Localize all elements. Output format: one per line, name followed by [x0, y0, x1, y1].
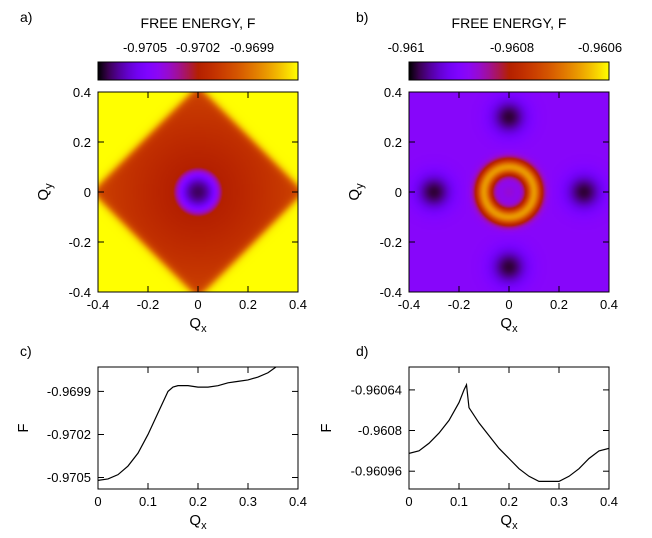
- y-tick-d-1: -0.9608: [358, 423, 402, 438]
- heatmap-image-b: [409, 92, 609, 292]
- heatmap-image-a: [98, 92, 298, 292]
- panel-label-c: c): [20, 343, 32, 359]
- panel-c: c) 0 0.1 0.2 0.3 0.4 -0.9699 -0.9702 -0.…: [15, 343, 307, 532]
- panel-b: b) FREE ENERGY, F -0.961 -0.9608 -0.9606…: [346, 9, 622, 335]
- y-axis-label-b: Qy: [346, 183, 366, 201]
- panel-label-b: b): [356, 9, 368, 25]
- tick-marks-d: [408, 367, 610, 489]
- y-tick-c-1: -0.9702: [47, 427, 91, 442]
- x-tick-c-2: 0.2: [189, 494, 207, 509]
- colorbar-tick-a-2: -0.9699: [230, 40, 274, 55]
- y-tick-d-2: -0.96096: [351, 464, 402, 479]
- colorbar-tick-b-0: -0.961: [388, 40, 425, 55]
- x-tick-c-0: 0: [94, 494, 101, 509]
- colorbar-tick-b-1: -0.9608: [490, 40, 534, 55]
- x-tick-d-2: 0.2: [500, 494, 518, 509]
- x-tick-d-1: 0.1: [450, 494, 468, 509]
- x-tick-d-4: 0.4: [600, 494, 618, 509]
- y-tick-c-0: -0.9699: [47, 384, 91, 399]
- x-tick-b-3: 0.2: [550, 297, 568, 312]
- colorbar-title-b: FREE ENERGY, F: [452, 15, 567, 31]
- colorbar-tick-a-1: -0.9702: [176, 40, 220, 55]
- x-tick-a-0: -0.4: [87, 297, 109, 312]
- x-axis-label-b: Qx: [500, 315, 518, 335]
- colorbar-tick-b-2: -0.9606: [578, 40, 622, 55]
- plot-frame-c: [97, 366, 299, 490]
- x-tick-a-4: 0.4: [289, 297, 307, 312]
- y-tick-b-0: -0.4: [380, 285, 402, 300]
- y-tick-a-2: 0: [84, 185, 91, 200]
- panel-label-a: a): [20, 9, 32, 25]
- series-line-d: [409, 382, 609, 482]
- x-tick-b-1: -0.2: [448, 297, 470, 312]
- series-line-c: [98, 367, 278, 481]
- x-tick-c-3: 0.3: [239, 494, 257, 509]
- colorbar-a: [97, 61, 299, 81]
- panel-d: d) 0 0.1 0.2 0.3 0.4 -0.96064 -0.9608 -0…: [318, 343, 618, 532]
- y-tick-a-1: -0.2: [69, 235, 91, 250]
- x-axis-label-c: Qx: [189, 512, 207, 532]
- y-tick-b-3: 0.2: [384, 135, 402, 150]
- y-tick-b-1: -0.2: [380, 235, 402, 250]
- panel-a: a) FREE ENERGY, F -0.9705 -0.9702 -0.969…: [20, 9, 307, 335]
- x-tick-b-0: -0.4: [398, 297, 420, 312]
- y-tick-a-3: 0.2: [73, 135, 91, 150]
- tick-marks-c: [97, 367, 299, 489]
- x-tick-d-0: 0: [405, 494, 412, 509]
- y-tick-b-2: 0: [395, 185, 402, 200]
- y-tick-a-0: -0.4: [69, 285, 91, 300]
- x-tick-d-3: 0.3: [550, 494, 568, 509]
- x-axis-label-d: Qx: [500, 512, 518, 532]
- y-tick-d-0: -0.96064: [351, 382, 402, 397]
- colorbar-b: [408, 61, 610, 81]
- x-axis-label-a: Qx: [189, 315, 207, 335]
- x-tick-a-3: 0.2: [239, 297, 257, 312]
- x-tick-c-1: 0.1: [139, 494, 157, 509]
- x-tick-c-4: 0.4: [289, 494, 307, 509]
- x-tick-a-2: 0: [194, 297, 201, 312]
- y-axis-label-c: F: [15, 423, 32, 432]
- x-tick-b-4: 0.4: [600, 297, 618, 312]
- colorbar-title-a: FREE ENERGY, F: [141, 15, 256, 31]
- colorbar-tick-a-0: -0.9705: [123, 40, 167, 55]
- panel-label-d: d): [356, 343, 368, 359]
- y-tick-a-4: 0.4: [73, 85, 91, 100]
- plot-frame-d: [408, 366, 610, 490]
- y-tick-c-2: -0.9705: [47, 470, 91, 485]
- x-tick-b-2: 0: [505, 297, 512, 312]
- y-tick-b-4: 0.4: [384, 85, 402, 100]
- y-axis-label-d: F: [318, 423, 335, 432]
- y-axis-label-a: Qy: [35, 183, 55, 201]
- x-tick-a-1: -0.2: [137, 297, 159, 312]
